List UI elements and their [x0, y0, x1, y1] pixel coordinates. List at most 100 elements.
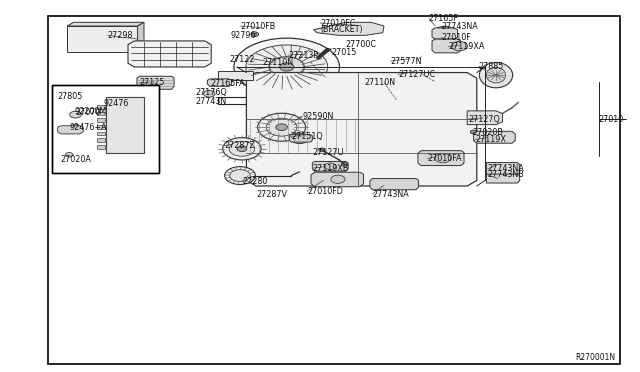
Ellipse shape: [204, 90, 215, 97]
Ellipse shape: [225, 167, 255, 185]
Text: 27020B: 27020B: [472, 128, 503, 137]
Ellipse shape: [251, 32, 259, 36]
Ellipse shape: [433, 26, 457, 41]
Text: 27743NA: 27743NA: [442, 22, 478, 31]
Text: 27885: 27885: [479, 62, 504, 71]
Ellipse shape: [266, 118, 297, 136]
Polygon shape: [67, 22, 144, 26]
Text: 27287V: 27287V: [256, 190, 287, 199]
Ellipse shape: [246, 45, 328, 89]
Text: 27010FD: 27010FD: [307, 187, 343, 196]
Ellipse shape: [98, 119, 114, 128]
Text: 27151Q: 27151Q: [291, 132, 323, 141]
Text: 27743NA: 27743NA: [372, 190, 409, 199]
Bar: [97, 132, 105, 135]
Text: 27010FB: 27010FB: [240, 22, 275, 31]
Text: 92796: 92796: [230, 31, 256, 40]
Text: 27010FC: 27010FC: [320, 19, 355, 28]
Polygon shape: [207, 79, 232, 86]
Ellipse shape: [341, 163, 348, 166]
Text: 27122: 27122: [229, 55, 255, 64]
Ellipse shape: [319, 148, 325, 152]
Ellipse shape: [276, 124, 287, 131]
Ellipse shape: [452, 42, 467, 51]
Ellipse shape: [237, 146, 247, 152]
Ellipse shape: [70, 111, 81, 118]
Text: 92476+A: 92476+A: [69, 123, 107, 132]
Polygon shape: [467, 111, 502, 125]
Ellipse shape: [479, 62, 513, 88]
Ellipse shape: [229, 141, 255, 156]
Text: 27176Q: 27176Q: [195, 88, 227, 97]
Text: 27700C: 27700C: [346, 40, 376, 49]
Bar: [52, 85, 159, 173]
Text: 27110N: 27110N: [262, 58, 294, 67]
Text: (BRACKET): (BRACKET): [320, 25, 363, 33]
Text: 27010FA: 27010FA: [428, 154, 462, 163]
Text: 27280: 27280: [242, 177, 268, 186]
Text: 27015: 27015: [332, 48, 357, 57]
Ellipse shape: [258, 113, 306, 141]
Text: 27110N: 27110N: [365, 78, 396, 87]
Polygon shape: [486, 163, 520, 175]
Text: 27020A: 27020A: [61, 155, 92, 164]
Text: 27125: 27125: [140, 78, 165, 87]
Bar: [52, 85, 159, 173]
Text: 27010: 27010: [599, 115, 624, 124]
Polygon shape: [67, 26, 138, 52]
Polygon shape: [218, 71, 253, 80]
Bar: [97, 112, 105, 115]
Text: 27127Q: 27127Q: [468, 115, 500, 124]
Polygon shape: [246, 73, 477, 186]
Text: R270001N: R270001N: [575, 353, 616, 362]
Text: 27213P: 27213P: [288, 51, 318, 60]
Polygon shape: [289, 135, 312, 142]
Polygon shape: [314, 22, 384, 35]
Ellipse shape: [331, 175, 345, 183]
Text: 27743NA: 27743NA: [488, 164, 524, 173]
Polygon shape: [418, 151, 464, 166]
Polygon shape: [316, 48, 332, 60]
Bar: [97, 105, 105, 109]
Text: 92590N: 92590N: [302, 112, 333, 121]
Polygon shape: [432, 39, 461, 53]
Text: 27577N: 27577N: [390, 57, 422, 65]
Polygon shape: [370, 179, 419, 190]
Bar: [97, 125, 105, 129]
Ellipse shape: [470, 130, 477, 134]
Polygon shape: [137, 76, 174, 89]
Bar: [48, 16, 620, 364]
Bar: [97, 118, 105, 122]
Ellipse shape: [435, 154, 451, 163]
Text: 27010F: 27010F: [442, 33, 471, 42]
Ellipse shape: [230, 170, 250, 182]
Ellipse shape: [88, 113, 124, 134]
Ellipse shape: [234, 38, 340, 96]
Text: 27070: 27070: [76, 108, 101, 117]
Ellipse shape: [486, 67, 506, 83]
Text: 27743NB: 27743NB: [488, 170, 524, 179]
Ellipse shape: [223, 138, 261, 160]
Text: 27119XA: 27119XA: [448, 42, 484, 51]
Ellipse shape: [72, 124, 79, 129]
Text: 27119X: 27119X: [475, 135, 506, 144]
Polygon shape: [312, 161, 348, 171]
Ellipse shape: [269, 57, 305, 77]
Text: 27165F: 27165F: [429, 14, 459, 23]
Ellipse shape: [324, 163, 336, 170]
Polygon shape: [311, 172, 364, 187]
Ellipse shape: [291, 133, 308, 144]
Ellipse shape: [280, 63, 294, 71]
Polygon shape: [58, 126, 83, 134]
Text: 92200M: 92200M: [74, 107, 106, 116]
Text: 27165FA: 27165FA: [210, 79, 244, 88]
Text: 27119XB: 27119XB: [312, 164, 349, 173]
Polygon shape: [486, 174, 520, 183]
Ellipse shape: [442, 32, 448, 35]
Text: 27805: 27805: [58, 92, 83, 101]
Polygon shape: [128, 41, 211, 67]
Text: 27287Z: 27287Z: [224, 141, 255, 150]
Bar: [97, 145, 105, 149]
Bar: [106, 97, 144, 153]
Ellipse shape: [253, 33, 257, 35]
